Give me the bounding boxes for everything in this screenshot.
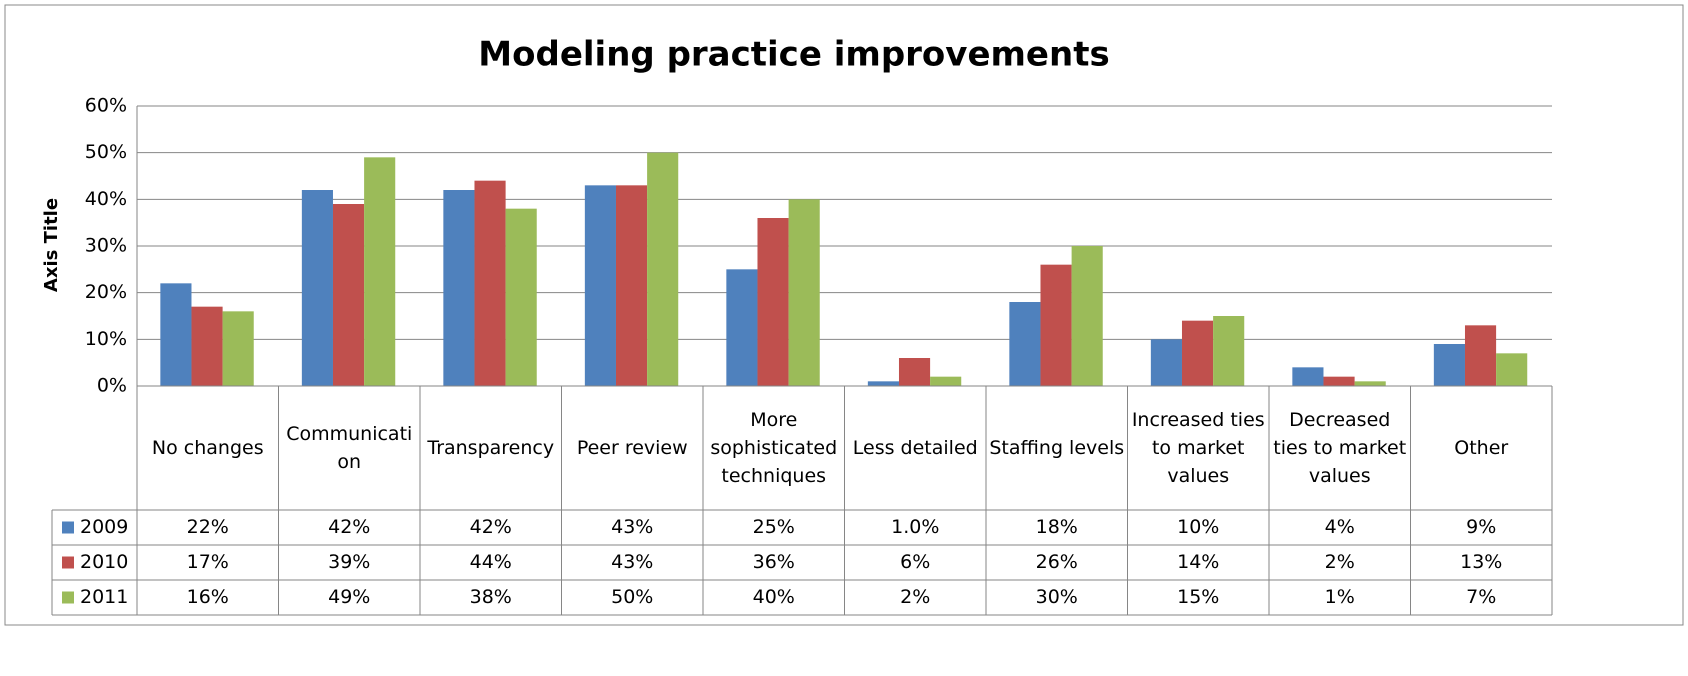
category-label: Other	[1454, 437, 1509, 459]
bar	[505, 208, 537, 386]
bar	[1496, 353, 1528, 386]
bar	[1464, 325, 1497, 386]
bar	[867, 381, 899, 386]
table-value: 16%	[187, 586, 229, 608]
table-value: 4%	[1325, 516, 1355, 538]
table-value: 38%	[470, 586, 512, 608]
chart-title: Modeling practice improvements	[478, 35, 1109, 75]
table-value: 1%	[1325, 586, 1355, 608]
legend-label: 2009	[80, 516, 128, 538]
bar	[647, 152, 679, 386]
table-value: 10%	[1177, 516, 1219, 538]
table-value: 50%	[611, 586, 653, 608]
y-tick-label: 50%	[85, 141, 127, 163]
category-label: Decreased ties to market values	[1273, 409, 1407, 487]
bar	[898, 358, 931, 386]
bar	[1071, 246, 1103, 386]
y-tick-label: 0%	[97, 375, 127, 397]
legend-label: 2011	[80, 586, 128, 608]
table-value: 39%	[328, 551, 370, 573]
bar	[160, 283, 192, 386]
bar	[1040, 264, 1072, 386]
table-value: 42%	[470, 516, 512, 538]
table-value: 14%	[1177, 551, 1219, 573]
legend-swatch	[62, 521, 74, 534]
bar	[301, 190, 333, 386]
category-label: Transparency	[427, 437, 555, 459]
bar	[757, 218, 789, 386]
y-tick-label: 20%	[85, 281, 127, 303]
category-label: Peer review	[576, 437, 688, 459]
table-value: 7%	[1466, 586, 1496, 608]
bar	[930, 376, 962, 386]
table-value: 6%	[900, 551, 930, 573]
bar	[443, 190, 475, 386]
y-tick-label: 30%	[85, 235, 127, 257]
bar	[788, 199, 820, 386]
y-tick-label: 60%	[85, 95, 127, 117]
category-label: Increased ties to market values	[1131, 409, 1265, 487]
legend-label: 2010	[80, 551, 128, 573]
bar	[726, 269, 758, 386]
bar	[1323, 376, 1355, 386]
legend-swatch	[62, 556, 74, 569]
bar	[364, 157, 396, 386]
table-value: 43%	[611, 516, 653, 538]
y-tick-label: 10%	[85, 328, 127, 350]
bar	[1213, 316, 1245, 386]
chart-border	[4, 4, 1684, 626]
table-value: 2%	[900, 586, 930, 608]
category-label: More sophisticated techniques	[710, 409, 838, 487]
table-value: 26%	[1036, 551, 1078, 573]
bar	[332, 204, 365, 386]
bar	[222, 311, 254, 386]
table-value: 25%	[753, 516, 795, 538]
table-value: 22%	[187, 516, 229, 538]
category-label: Staffing levels	[989, 437, 1125, 459]
category-label: Communication	[286, 423, 413, 473]
table-value: 2%	[1325, 551, 1355, 573]
table-value: 1.0%	[891, 516, 939, 538]
table-value: 40%	[753, 586, 795, 608]
table-value: 30%	[1036, 586, 1078, 608]
bar	[1354, 381, 1386, 386]
table-value: 17%	[187, 551, 229, 573]
table-value: 13%	[1460, 551, 1502, 573]
bar	[1150, 339, 1182, 386]
table-value: 9%	[1466, 516, 1496, 538]
legend-swatch	[62, 591, 74, 604]
bar	[1181, 320, 1214, 386]
table-value: 43%	[611, 551, 653, 573]
table-value: 36%	[753, 551, 795, 573]
bar	[191, 306, 223, 386]
table-value: 18%	[1036, 516, 1078, 538]
bar	[615, 185, 648, 386]
category-label: Less detailed	[852, 437, 978, 459]
category-label: No changes	[151, 437, 264, 459]
table-value: 42%	[328, 516, 370, 538]
table-value: 44%	[470, 551, 512, 573]
y-axis-title: Axis Title	[41, 198, 62, 292]
bar	[584, 185, 616, 386]
table-value: 49%	[328, 586, 370, 608]
bar	[1009, 302, 1041, 386]
bar	[474, 180, 506, 386]
table-value: 15%	[1177, 586, 1219, 608]
bar	[1292, 367, 1324, 386]
bar	[1433, 344, 1465, 386]
y-tick-label: 40%	[85, 188, 127, 210]
